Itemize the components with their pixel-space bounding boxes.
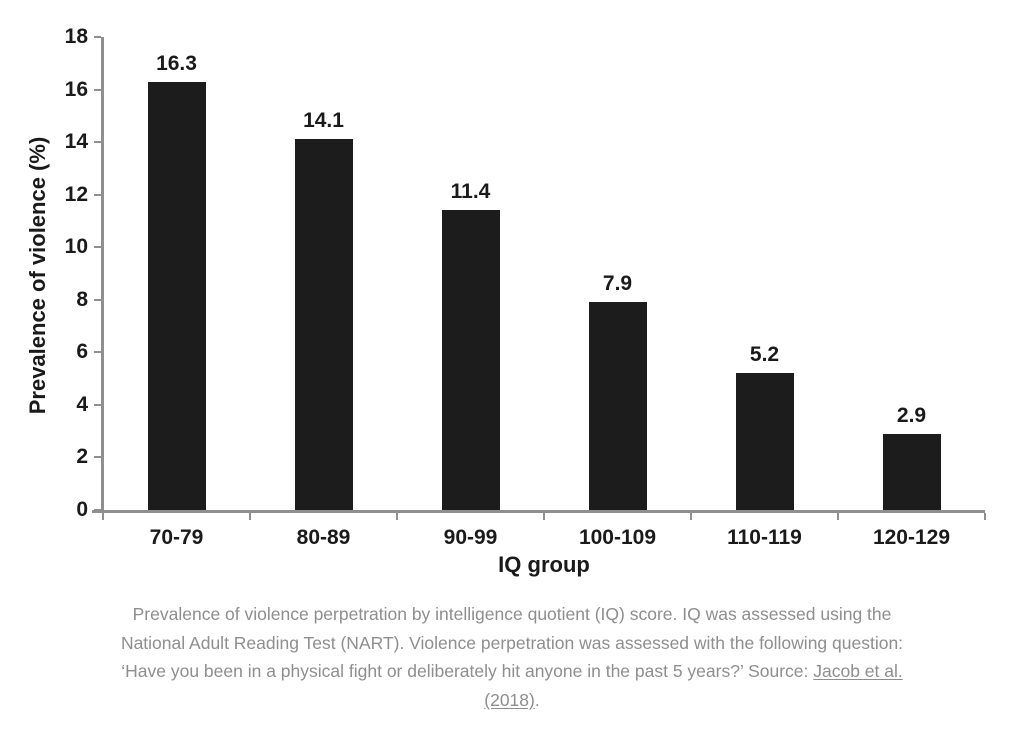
bar (882, 433, 941, 510)
bar-value-label: 14.1 (303, 109, 344, 133)
x-tick-label: 100-109 (578, 526, 657, 549)
bar (294, 139, 353, 510)
y-tick-label: 0 (76, 498, 88, 521)
bar (588, 302, 647, 510)
bar (441, 210, 500, 510)
x-axis-title: IQ group (498, 552, 590, 577)
y-tick-label: 14 (64, 130, 88, 154)
bar-value-label: 16.3 (156, 51, 197, 75)
x-tick (690, 513, 692, 520)
y-tick (94, 403, 101, 406)
x-tick-label: 120-129 (872, 526, 951, 549)
bar-value-label: 5.2 (749, 343, 780, 367)
caption-line: National Adult Reading Test (NART). Viol… (0, 629, 1024, 658)
caption-text: Prevalence of violence perpetration by i… (132, 604, 892, 624)
bar (735, 373, 794, 510)
y-tick-label: 18 (64, 25, 88, 48)
source-link[interactable]: (2018) (484, 689, 535, 710)
x-tick (102, 513, 104, 520)
x-axis-line (92, 510, 985, 513)
y-tick-label: 2 (76, 445, 88, 469)
y-tick (94, 193, 101, 196)
x-tick-label: 70-79 (149, 526, 204, 549)
x-tick (249, 513, 251, 520)
y-tick (94, 36, 101, 38)
caption-line: (2018). (0, 686, 1024, 715)
y-tick (94, 298, 101, 301)
source-link[interactable]: Jacob et al. (813, 661, 903, 681)
caption-line: ‘Have you been in a physical fight or de… (0, 657, 1024, 686)
y-tick-label: 8 (76, 287, 88, 311)
x-tick (543, 513, 545, 520)
y-tick (94, 351, 101, 354)
y-tick-label: 10 (64, 235, 88, 259)
y-tick (94, 246, 101, 249)
y-tick-label: 12 (64, 182, 88, 206)
x-tick-label: 80-89 (296, 526, 351, 549)
x-tick (396, 513, 398, 520)
x-tick (984, 513, 986, 520)
y-tick (94, 456, 101, 459)
caption-text: National Adult Reading Test (NART). Viol… (120, 632, 904, 653)
x-tick (837, 513, 839, 520)
bar-value-label: 7.9 (602, 272, 633, 296)
caption-line: Prevalence of violence perpetration by i… (0, 600, 1024, 629)
y-tick-label: 6 (76, 340, 88, 364)
y-tick-label: 4 (76, 392, 88, 416)
x-tick-label: 90-99 (443, 526, 498, 549)
bar (147, 81, 206, 510)
y-tick (94, 88, 101, 91)
y-axis-title: Prevalence of violence (%) (25, 136, 50, 415)
y-axis-line (101, 37, 104, 513)
caption-text: ‘Have you been in a physical fight or de… (121, 661, 814, 681)
bar-value-label: 11.4 (450, 180, 491, 204)
y-tick (94, 509, 101, 511)
figure-caption: Prevalence of violence perpetration by i… (0, 600, 1024, 714)
y-tick-label: 16 (64, 77, 88, 101)
x-tick-label: 110-119 (727, 526, 802, 549)
caption-text: . (534, 689, 540, 710)
bar-chart: Prevalence of violence (%) IQ group 0 2 4 6… (25, 25, 986, 577)
bar-value-label: 2.9 (896, 403, 927, 427)
y-tick (94, 141, 101, 144)
